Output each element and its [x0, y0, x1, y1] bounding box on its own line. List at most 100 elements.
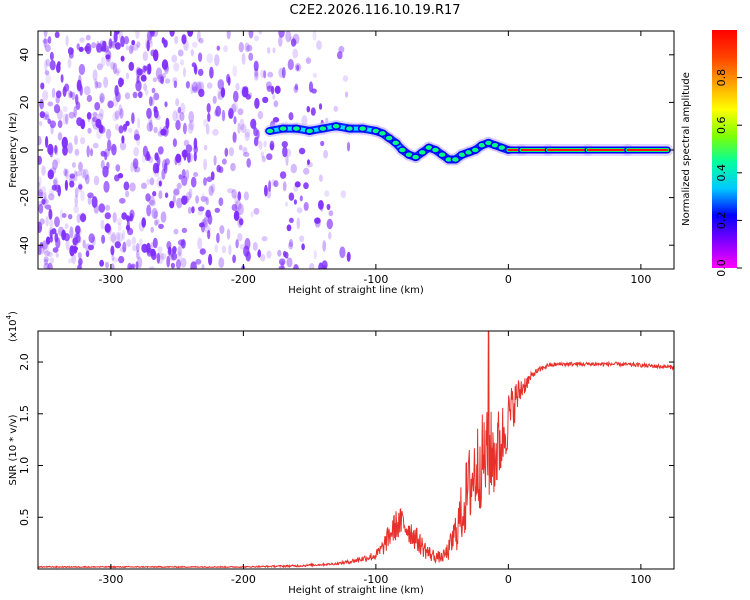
- noise-speckle: [118, 125, 124, 134]
- noise-speckle: [45, 204, 52, 210]
- noise-speckle: [237, 191, 242, 201]
- noise-speckle: [78, 161, 83, 172]
- noise-speckle: [135, 261, 139, 269]
- noise-speckle: [119, 141, 127, 151]
- noise-speckle: [71, 91, 76, 101]
- noise-speckle: [76, 43, 80, 50]
- signal-blob: [430, 146, 441, 154]
- spectrogram-y-tick-label: -20: [18, 189, 31, 207]
- noise-speckle: [214, 207, 221, 213]
- noise-speckle: [266, 250, 272, 259]
- noise-speckle: [214, 244, 219, 253]
- noise-speckle: [100, 56, 106, 67]
- noise-speckle: [308, 81, 314, 93]
- noise-speckle: [322, 240, 327, 252]
- noise-speckle: [47, 143, 54, 156]
- noise-speckle: [51, 87, 56, 99]
- noise-speckle: [68, 111, 75, 119]
- noise-speckle: [228, 111, 232, 118]
- noise-speckle: [118, 104, 123, 116]
- noise-speckle: [54, 216, 60, 228]
- noise-speckle: [82, 239, 86, 249]
- noise-speckle: [42, 242, 49, 254]
- noise-speckle: [195, 195, 200, 204]
- noise-speckle: [99, 259, 104, 267]
- noise-speckle: [64, 169, 69, 177]
- spectrogram-noise-cloud: [38, 31, 351, 269]
- noise-speckle: [182, 122, 187, 135]
- noise-speckle: [126, 215, 130, 223]
- snr-y-tick-label: 1.0: [18, 457, 31, 475]
- noise-speckle: [187, 122, 194, 134]
- noise-speckle: [98, 124, 104, 134]
- noise-speckle: [328, 231, 332, 240]
- noise-speckle: [69, 91, 73, 98]
- noise-speckle: [246, 158, 251, 168]
- noise-speckle: [38, 155, 42, 165]
- noise-speckle: [232, 65, 238, 77]
- noise-speckle: [183, 40, 189, 51]
- noise-speckle: [77, 264, 82, 269]
- noise-speckle: [153, 210, 158, 220]
- noise-speckle: [125, 72, 130, 80]
- noise-speckle: [153, 92, 160, 101]
- noise-speckle: [101, 234, 106, 244]
- noise-speckle: [235, 200, 242, 212]
- noise-speckle: [164, 192, 169, 198]
- snr-line: [38, 331, 674, 569]
- noise-speckle: [151, 207, 158, 219]
- noise-speckle: [112, 62, 118, 75]
- noise-speckle: [79, 212, 86, 222]
- noise-speckle: [281, 67, 286, 79]
- noise-speckle: [180, 102, 186, 115]
- noise-speckle: [75, 101, 81, 110]
- noise-speckle: [278, 67, 285, 78]
- noise-speckle: [78, 184, 83, 190]
- noise-speckle: [201, 219, 207, 227]
- noise-speckle: [217, 79, 225, 90]
- noise-speckle: [314, 217, 321, 228]
- noise-speckle: [181, 195, 188, 205]
- noise-speckle: [155, 67, 163, 80]
- noise-speckle: [39, 111, 46, 119]
- noise-speckle: [111, 143, 117, 156]
- noise-speckle: [171, 252, 178, 261]
- noise-speckle: [51, 184, 58, 191]
- noise-speckle: [228, 244, 232, 256]
- noise-speckle: [199, 248, 206, 255]
- noise-speckle: [248, 52, 254, 61]
- noise-speckle: [153, 126, 158, 134]
- noise-speckle: [174, 35, 179, 45]
- noise-speckle: [206, 82, 213, 89]
- noise-speckle: [41, 240, 48, 250]
- noise-speckle: [274, 85, 281, 95]
- signal-blob: [497, 143, 507, 152]
- noise-speckle: [209, 66, 214, 79]
- noise-speckle: [114, 68, 121, 74]
- noise-speckle: [134, 129, 140, 140]
- svg-text:(x104): (x104): [5, 311, 19, 342]
- noise-speckle: [84, 85, 91, 96]
- noise-speckle: [103, 76, 109, 89]
- noise-speckle: [40, 82, 45, 90]
- noise-speckle: [162, 72, 166, 79]
- noise-speckle: [75, 171, 82, 177]
- noise-speckle: [140, 74, 147, 82]
- noise-speckle: [93, 175, 100, 186]
- noise-speckle: [250, 211, 254, 218]
- noise-speckle: [172, 138, 177, 148]
- noise-speckle: [158, 223, 164, 230]
- noise-speckle: [136, 249, 140, 260]
- noise-speckle: [48, 188, 54, 196]
- noise-speckle: [64, 168, 70, 180]
- noise-speckle: [175, 153, 182, 163]
- noise-speckle: [288, 112, 294, 121]
- noise-speckle: [45, 58, 51, 67]
- noise-speckle: [108, 38, 113, 49]
- noise-speckle: [224, 147, 229, 157]
- noise-speckle: [173, 228, 179, 235]
- noise-speckle: [126, 219, 130, 232]
- noise-speckle: [62, 113, 67, 125]
- colorbar-label: Normalized spectral amplitude: [681, 72, 692, 226]
- noise-speckle: [187, 152, 193, 163]
